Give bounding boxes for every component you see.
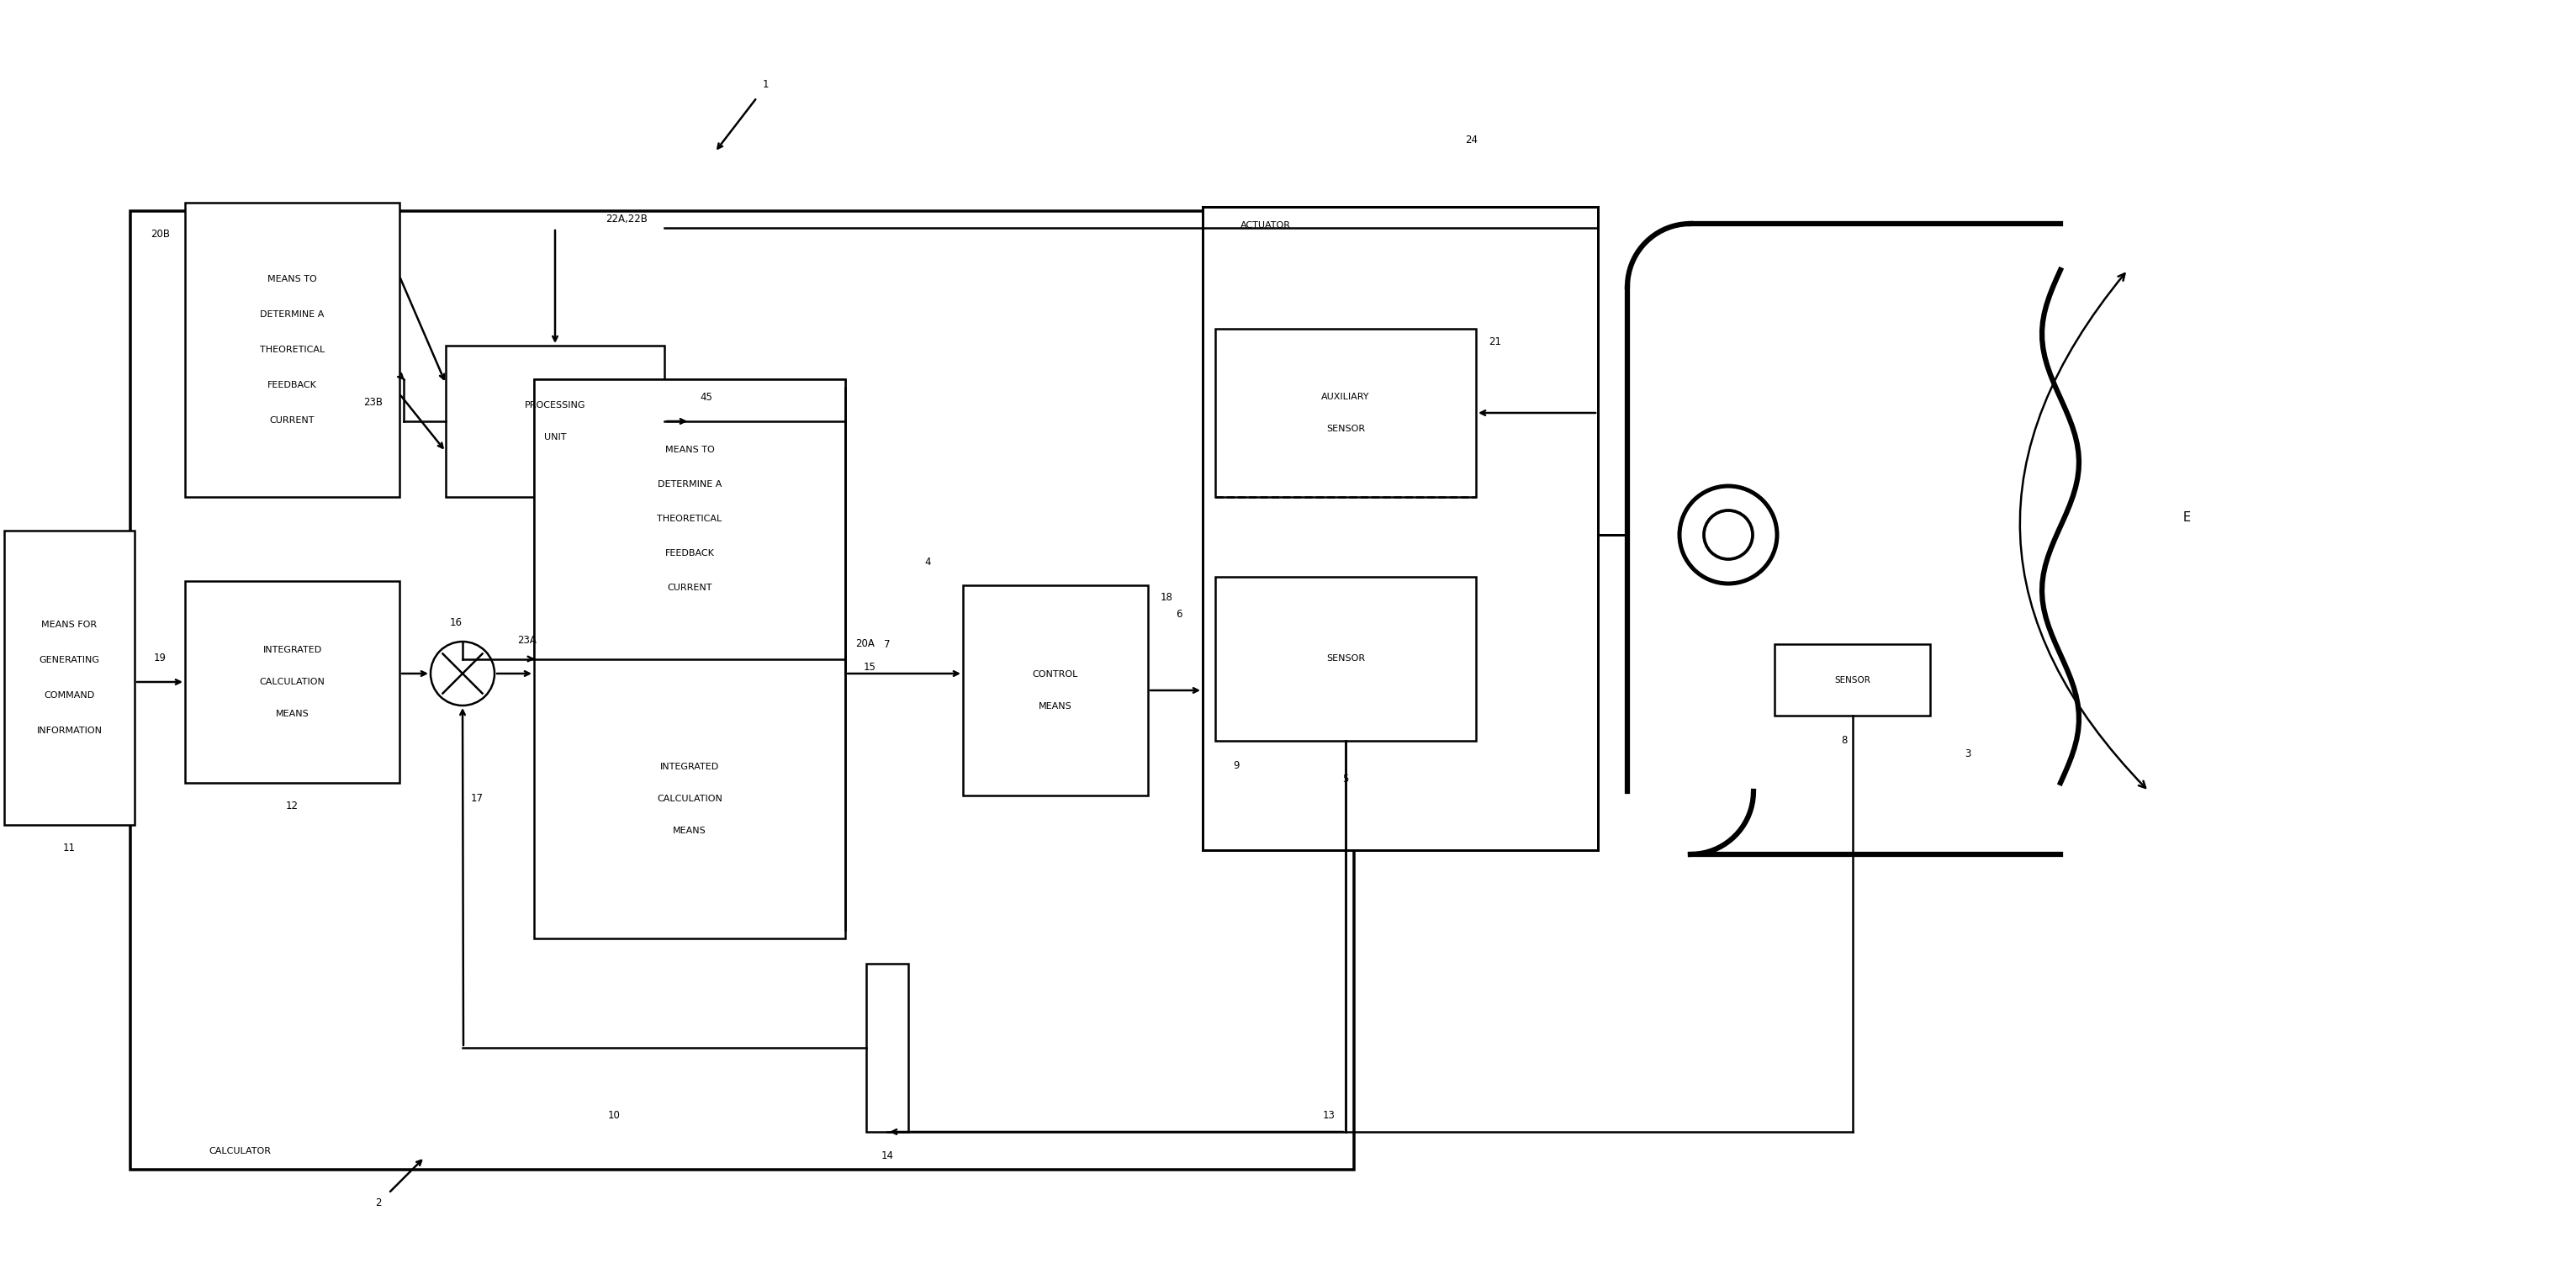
Text: CALCULATOR: CALCULATOR: [209, 1147, 270, 1155]
Text: MEANS: MEANS: [276, 710, 309, 718]
Text: 4: 4: [925, 556, 930, 567]
Text: 15: 15: [863, 661, 876, 673]
Text: 17: 17: [471, 793, 484, 804]
Text: CURRENT: CURRENT: [270, 416, 314, 425]
Text: THEORETICAL: THEORETICAL: [260, 345, 325, 354]
Text: FEEDBACK: FEEDBACK: [665, 549, 714, 558]
Text: 22A,22B: 22A,22B: [605, 214, 647, 225]
Bar: [1775, 645, 1929, 716]
Bar: [5, 531, 134, 825]
Text: 13: 13: [1321, 1110, 1334, 1120]
Text: 21: 21: [1489, 336, 1502, 347]
Text: COMMAND: COMMAND: [44, 691, 95, 700]
Text: 5: 5: [1342, 774, 1350, 784]
Text: E: E: [2182, 512, 2190, 524]
Text: UNIT: UNIT: [544, 434, 567, 441]
Text: INFORMATION: INFORMATION: [36, 726, 103, 735]
Text: 23B: 23B: [363, 398, 384, 408]
Text: ACTUATOR: ACTUATOR: [1242, 221, 1291, 229]
Text: INTEGRATED: INTEGRATED: [659, 762, 719, 771]
Bar: [1216, 329, 1476, 498]
Text: 14: 14: [881, 1150, 894, 1161]
Text: CURRENT: CURRENT: [667, 583, 711, 592]
Bar: [185, 202, 399, 498]
Text: SENSOR: SENSOR: [1327, 425, 1365, 434]
Bar: [533, 380, 845, 659]
Text: 24: 24: [1466, 134, 1479, 145]
Text: 3: 3: [1965, 748, 1971, 758]
Text: SENSOR: SENSOR: [1327, 655, 1365, 663]
Text: AUXILIARY: AUXILIARY: [1321, 393, 1370, 402]
Bar: [1216, 577, 1476, 741]
Text: MEANS TO: MEANS TO: [268, 275, 317, 284]
Text: FEEDBACK: FEEDBACK: [268, 381, 317, 389]
Text: INTEGRATED: INTEGRATED: [263, 646, 322, 655]
Bar: [446, 345, 665, 498]
Text: CONTROL: CONTROL: [1033, 670, 1079, 679]
Text: PROCESSING: PROCESSING: [526, 402, 585, 409]
Text: 20A: 20A: [855, 638, 873, 650]
Text: 1: 1: [762, 79, 768, 91]
Text: 2: 2: [376, 1198, 381, 1209]
Text: 7: 7: [884, 638, 891, 650]
Text: 9: 9: [1234, 761, 1239, 771]
Text: 19: 19: [155, 654, 165, 664]
Text: 18: 18: [1162, 592, 1172, 604]
Text: DETERMINE A: DETERMINE A: [657, 481, 721, 489]
Text: 23A: 23A: [518, 634, 536, 646]
Bar: [866, 963, 909, 1132]
Bar: [185, 581, 399, 783]
Text: MEANS: MEANS: [1038, 702, 1072, 711]
Bar: [533, 380, 845, 939]
Bar: [131, 211, 1355, 1170]
Polygon shape: [1628, 228, 2079, 834]
Text: DETERMINE A: DETERMINE A: [260, 311, 325, 318]
Text: CALCULATION: CALCULATION: [657, 794, 721, 803]
Text: MEANS TO: MEANS TO: [665, 446, 714, 454]
Text: MEANS FOR: MEANS FOR: [41, 620, 98, 629]
Text: 6: 6: [1175, 609, 1182, 620]
Text: SENSOR: SENSOR: [1834, 675, 1870, 684]
Bar: [1203, 207, 1597, 851]
Text: 11: 11: [62, 843, 75, 854]
Text: CALCULATION: CALCULATION: [260, 678, 325, 686]
Text: 12: 12: [286, 801, 299, 812]
FancyArrowPatch shape: [2020, 274, 2146, 788]
Text: MEANS: MEANS: [672, 826, 706, 835]
Text: 10: 10: [608, 1110, 621, 1120]
Text: THEORETICAL: THEORETICAL: [657, 515, 721, 523]
Text: 45: 45: [701, 393, 714, 403]
Text: GENERATING: GENERATING: [39, 656, 100, 664]
Text: 20B: 20B: [149, 229, 170, 240]
Text: 16: 16: [451, 618, 461, 628]
Text: 8: 8: [1842, 735, 1847, 746]
Bar: [963, 586, 1149, 796]
